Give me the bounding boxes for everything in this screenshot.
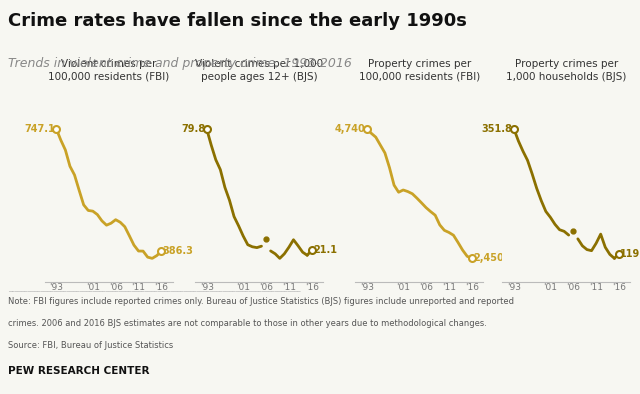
Text: 2,450.7: 2,450.7 [473,253,515,263]
Text: Note: FBI figures include reported crimes only. Bureau of Justice Statistics (BJ: Note: FBI figures include reported crime… [8,297,515,307]
Text: 351.8: 351.8 [481,124,513,134]
Title: Property crimes per
1,000 households (BJS): Property crimes per 1,000 households (BJ… [506,59,627,82]
Text: 747.1: 747.1 [24,124,55,134]
Text: 79.8: 79.8 [181,124,205,134]
Text: 4,740: 4,740 [335,124,365,134]
Text: 119.4: 119.4 [620,249,640,259]
Title: Property crimes per
100,000 residents (FBI): Property crimes per 100,000 residents (F… [358,59,480,82]
Text: PEW RESEARCH CENTER: PEW RESEARCH CENTER [8,366,150,376]
Title: Violent crimes per
100,000 residents (FBI): Violent crimes per 100,000 residents (FB… [48,59,170,82]
Text: 386.3: 386.3 [163,246,194,256]
Title: Violent crimes per 1,000
people ages 12+ (BJS): Violent crimes per 1,000 people ages 12+… [195,59,323,82]
Text: 21.1: 21.1 [313,245,337,255]
Text: crimes. 2006 and 2016 BJS estimates are not comparable to those in other years d: crimes. 2006 and 2016 BJS estimates are … [8,319,487,328]
Text: ────────────────────────────────────────────────────────────────────────────────: ────────────────────────────────────────… [8,290,301,295]
Text: Source: FBI, Bureau of Justice Statistics: Source: FBI, Bureau of Justice Statistic… [8,341,173,350]
Text: Trends in violent crime and property crime, 1993-2016: Trends in violent crime and property cri… [8,57,352,70]
Text: Crime rates have fallen since the early 1990s: Crime rates have fallen since the early … [8,12,467,30]
